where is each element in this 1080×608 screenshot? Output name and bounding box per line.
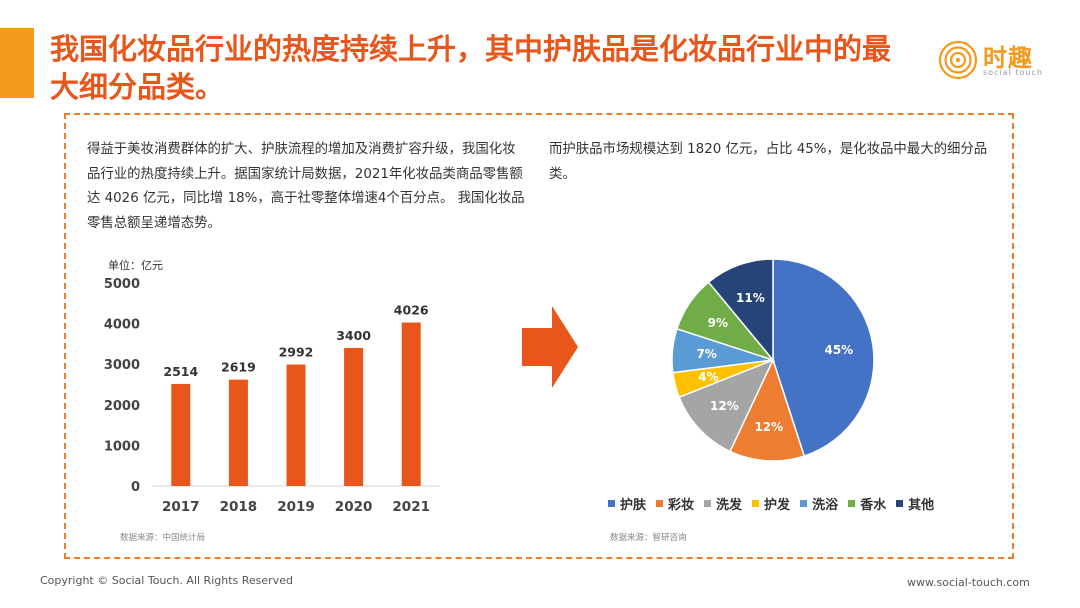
y-tick-label: 1000: [104, 439, 140, 454]
legend-label: 彩妆: [668, 497, 695, 513]
legend-swatch: [848, 499, 856, 507]
y-tick-label: 3000: [104, 358, 140, 373]
pie-data-label: 12%: [710, 399, 739, 413]
retail-sales-bar-chart: 0 1000 2000 3000 4000 5000 2514 2017 2619 2018 299…: [104, 277, 440, 515]
legend-swatch: [752, 499, 760, 507]
legend-label: 其他: [908, 497, 935, 513]
pie-slice-彩妆: [728, 357, 806, 462]
legend-swatch: [608, 499, 615, 507]
bar-2017: [171, 383, 191, 486]
x-tick-label: 2017: [162, 499, 200, 515]
bar-data-label: 4026: [394, 303, 429, 318]
x-tick-label: 2021: [392, 499, 430, 515]
right-data-source: 数据来源：智研咨询: [610, 533, 687, 543]
legend-item: 洗浴: [800, 494, 839, 513]
legend-swatch: [656, 499, 664, 507]
y-tick-label: 4000: [104, 318, 140, 333]
arrow-right-icon: [522, 306, 578, 388]
social-touch-logo-icon: [938, 40, 978, 80]
x-tick-label: 2019: [277, 499, 315, 515]
left-paragraph: 得益于美妆消费群体的扩大、护肤流程的增加及消费扩容升级，我国化妆品行业的热度持续…: [87, 142, 525, 231]
legend-label: 洗发: [716, 497, 743, 513]
pie-data-label: 9%: [708, 316, 728, 330]
x-tick-label: 2020: [335, 499, 373, 515]
y-tick-label: 0: [131, 480, 140, 495]
pie-data-label: 7%: [696, 347, 716, 361]
pie-data-label: 4%: [698, 370, 718, 384]
legend-label: 香水: [860, 497, 887, 513]
website-link[interactable]: www.social-touch.com: [907, 576, 1030, 589]
page-title: 我国化妆品行业的热度持续上升，其中护肤品是化妆品行业中的最大细分品类。: [50, 32, 892, 104]
category-share-pie-chart: 45% 12% 12% 4% 7% 9% 11%: [671, 258, 875, 462]
title-accent-bar: [0, 28, 34, 98]
bar-data-label: 2992: [279, 345, 314, 360]
legend-item: 护肤: [608, 494, 647, 513]
bar-data-label: 2514: [163, 364, 198, 379]
legend-item: 洗发: [704, 494, 743, 513]
x-tick-label: 2018: [220, 499, 258, 515]
bar-data-label: 3400: [336, 328, 371, 343]
legend-item: 香水: [848, 494, 887, 513]
logo-name: 时趣: [983, 44, 1033, 72]
legend-label: 护肤: [620, 497, 647, 513]
legend-swatch: [704, 499, 712, 507]
pie-slice-护肤: [772, 258, 875, 458]
pie-data-label: 11%: [736, 291, 765, 305]
bar-2020: [344, 347, 364, 486]
pie-slice-其他: [707, 258, 774, 363]
legend-label: 洗浴: [812, 497, 839, 513]
bar-2018: [228, 379, 248, 486]
legend-item: 护发: [752, 494, 791, 513]
legend-swatch: [896, 499, 904, 507]
bar-chart-unit-label: 单位：亿元: [108, 259, 163, 272]
y-tick-label: 2000: [104, 399, 140, 414]
bar-2021: [401, 322, 421, 486]
legend-item: 彩妆: [656, 494, 695, 513]
logo-subtitle: social touch: [983, 68, 1043, 77]
pie-legend: 护肤 彩妆 洗发 护发 洗浴 香水 其他: [608, 494, 935, 513]
bar-2019: [286, 364, 306, 486]
pie-data-label: 45%: [824, 343, 853, 357]
legend-item: 其他: [896, 494, 935, 513]
copyright-text: Copyright © Social Touch. All Rights Res…: [40, 574, 293, 587]
pie-data-label: 12%: [754, 420, 783, 434]
left-data-source: 数据来源：中国统计局: [120, 533, 206, 543]
legend-label: 护发: [764, 497, 791, 513]
y-tick-label: 5000: [104, 277, 140, 292]
legend-swatch: [800, 499, 808, 507]
right-paragraph: 而护肤品市场规模达到 1820 亿元，占比 45%，是化妆品中最大的细分品类。: [549, 142, 988, 182]
bar-data-label: 2619: [221, 360, 256, 375]
pie-slice-洗发: [678, 358, 775, 453]
content-frame: [64, 113, 1014, 559]
